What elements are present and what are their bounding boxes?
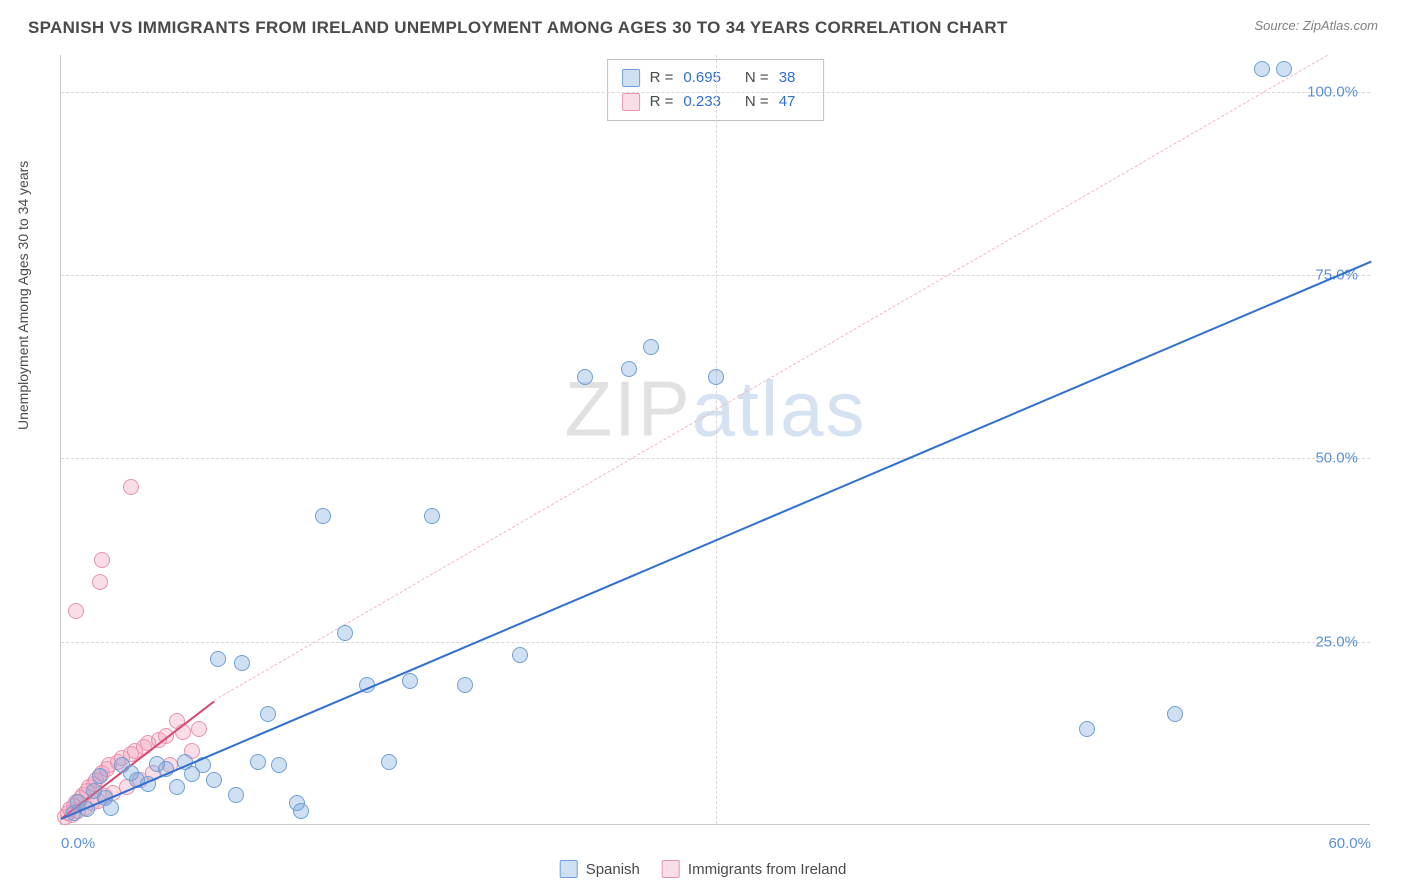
series-legend: Spanish Immigrants from Ireland xyxy=(560,860,847,878)
data-point xyxy=(708,369,724,385)
data-point xyxy=(169,779,185,795)
stat-n-label: N = xyxy=(745,90,769,114)
y-tick-label: 25.0% xyxy=(1315,633,1358,650)
stat-r-label: R = xyxy=(650,66,674,90)
data-point xyxy=(92,574,108,590)
data-point xyxy=(643,339,659,355)
header: SPANISH VS IMMIGRANTS FROM IRELAND UNEMP… xyxy=(0,0,1406,46)
x-tick-label: 60.0% xyxy=(1328,835,1371,852)
data-point xyxy=(457,677,473,693)
source-attribution: Source: ZipAtlas.com xyxy=(1254,18,1378,33)
data-point xyxy=(1276,61,1292,77)
legend-label: Spanish xyxy=(586,861,640,878)
data-point xyxy=(228,787,244,803)
data-point xyxy=(293,803,309,819)
data-point xyxy=(234,655,250,671)
data-point xyxy=(1254,61,1270,77)
data-point xyxy=(103,800,119,816)
trend-line xyxy=(214,55,1328,701)
series-swatch xyxy=(560,860,578,878)
legend-label: Immigrants from Ireland xyxy=(688,861,846,878)
data-point xyxy=(315,508,331,524)
page-title: SPANISH VS IMMIGRANTS FROM IRELAND UNEMP… xyxy=(28,18,1008,38)
data-point xyxy=(381,754,397,770)
series-swatch xyxy=(622,69,640,87)
data-point xyxy=(250,754,266,770)
legend-item: Spanish xyxy=(560,860,640,878)
stat-n-label: N = xyxy=(745,66,769,90)
legend-item: Immigrants from Ireland xyxy=(662,860,846,878)
y-tick-label: 50.0% xyxy=(1315,450,1358,467)
data-point xyxy=(512,647,528,663)
data-point xyxy=(337,625,353,641)
series-swatch xyxy=(622,93,640,111)
data-point xyxy=(92,768,108,784)
data-point xyxy=(68,603,84,619)
data-point xyxy=(271,757,287,773)
gridline-vertical xyxy=(716,55,717,824)
data-point xyxy=(191,721,207,737)
data-point xyxy=(260,706,276,722)
data-point xyxy=(621,361,637,377)
data-point xyxy=(1167,706,1183,722)
correlation-scatter-chart: ZIPatlas R =0.695N =38R =0.233N =47 25.0… xyxy=(60,55,1370,825)
data-point xyxy=(94,552,110,568)
data-point xyxy=(577,369,593,385)
stat-r-label: R = xyxy=(650,90,674,114)
data-point xyxy=(210,651,226,667)
data-point xyxy=(424,508,440,524)
stat-n-value: 47 xyxy=(779,90,796,114)
data-point xyxy=(402,673,418,689)
data-point xyxy=(206,772,222,788)
stat-n-value: 38 xyxy=(779,66,796,90)
y-tick-label: 100.0% xyxy=(1307,83,1358,100)
series-swatch xyxy=(662,860,680,878)
data-point xyxy=(123,479,139,495)
data-point xyxy=(1079,721,1095,737)
y-axis-label: Unemployment Among Ages 30 to 34 years xyxy=(15,161,31,430)
x-tick-label: 0.0% xyxy=(61,835,95,852)
